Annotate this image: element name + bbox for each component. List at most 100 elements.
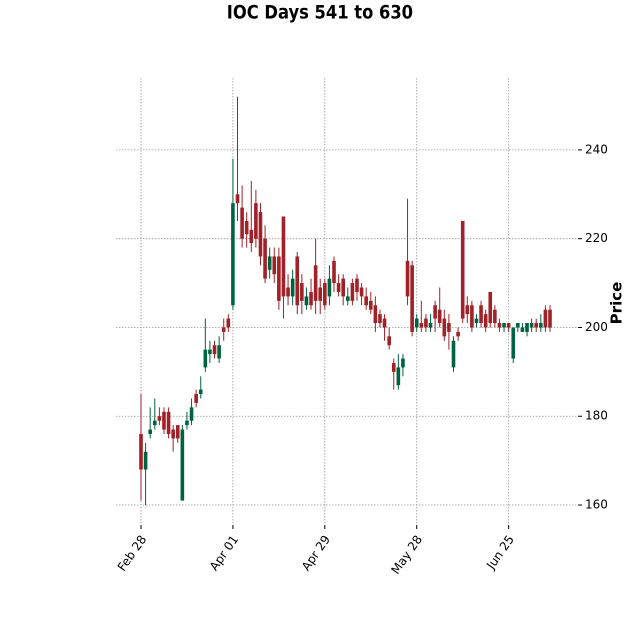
y-tick-label: 200 <box>585 320 608 334</box>
y-tick-label: 180 <box>585 409 608 423</box>
y-tick-label: 240 <box>585 142 608 156</box>
candle-body <box>272 256 277 275</box>
candle-body <box>295 256 300 306</box>
candle-body <box>332 260 336 284</box>
candle-body <box>254 203 258 239</box>
candle-body <box>217 345 221 359</box>
candle-body <box>212 345 217 355</box>
candle-body <box>456 331 460 337</box>
candle-body <box>152 420 157 426</box>
candle-body <box>511 327 516 359</box>
x-tick-label: Apr 29 <box>299 533 333 574</box>
candle-body <box>162 411 166 430</box>
candle-body <box>529 323 534 328</box>
x-tick-label: May 28 <box>388 533 425 577</box>
x-tick-label: Jun 25 <box>483 533 517 573</box>
candle-body <box>483 314 488 328</box>
candle-body <box>382 318 387 328</box>
candle-body <box>175 425 180 439</box>
candle-body <box>286 287 290 297</box>
candle-body <box>194 394 198 403</box>
candle-body <box>470 305 474 328</box>
candle-body <box>240 207 244 239</box>
y-axis-label: Price <box>608 282 626 325</box>
candle-body <box>391 362 396 372</box>
candle-body <box>263 238 267 279</box>
candle-body <box>318 287 323 301</box>
candle-body <box>378 314 382 324</box>
candle-body <box>143 451 148 470</box>
candle-body <box>520 327 525 332</box>
candle-body <box>235 194 240 204</box>
candle-body <box>290 278 295 297</box>
candle-body <box>345 296 350 301</box>
candle-body <box>336 283 341 292</box>
candle-body <box>465 305 470 315</box>
candle-body <box>539 323 543 328</box>
candle-body <box>488 291 493 324</box>
candle-body <box>368 300 373 310</box>
candle-body <box>281 216 286 297</box>
candle-body <box>277 256 281 301</box>
candle-body <box>313 265 318 301</box>
candle-body <box>203 349 208 368</box>
candle-body <box>414 318 419 328</box>
candle-body <box>401 358 405 368</box>
x-tick-label: Apr 01 <box>207 533 241 574</box>
candle-body <box>451 340 456 368</box>
candle-body <box>309 291 313 306</box>
candle-body <box>355 278 359 292</box>
candle-body <box>171 429 175 439</box>
candle-body <box>185 420 189 426</box>
candle-body <box>424 318 428 328</box>
candle-body <box>208 349 212 355</box>
candle-body <box>506 323 511 328</box>
candle-body <box>534 323 539 328</box>
candle-body <box>396 367 401 386</box>
candle-body <box>166 411 171 435</box>
candle-body <box>419 323 424 328</box>
x-tick-label: Feb 28 <box>115 533 150 574</box>
candle-body <box>405 260 410 297</box>
candle-body <box>442 318 447 337</box>
candle-body <box>350 283 355 301</box>
candle-body <box>479 305 483 324</box>
candle-body <box>244 220 249 235</box>
candle-body <box>460 220 465 319</box>
candle-body <box>433 305 437 319</box>
y-tick-label: 160 <box>585 498 608 512</box>
candle-body <box>327 278 332 297</box>
candle-body <box>198 389 203 395</box>
candle-body <box>543 309 548 328</box>
candle-body <box>437 309 442 324</box>
candle-body <box>428 323 433 328</box>
candle-body <box>516 323 520 328</box>
candle-body <box>258 212 263 257</box>
candle-body <box>226 318 231 328</box>
chart-title: IOC Days 541 to 630 <box>227 2 413 23</box>
candle-body <box>497 323 502 328</box>
candle-body <box>364 296 368 306</box>
y-tick-label: 220 <box>585 231 608 245</box>
candle-body <box>373 305 378 324</box>
candle-body <box>474 318 479 324</box>
candle-body <box>341 278 346 297</box>
candle-body <box>323 283 327 306</box>
candle-body <box>300 283 304 301</box>
candle-body <box>304 296 309 306</box>
candle-body <box>249 229 254 244</box>
candle-body <box>447 323 451 332</box>
candle-body <box>359 287 364 297</box>
candle-body <box>148 429 152 435</box>
candle-body <box>180 429 185 501</box>
candle-body <box>548 309 552 328</box>
candle-body <box>267 256 272 270</box>
candle-body <box>387 336 391 346</box>
candle-body <box>157 416 162 421</box>
candle-body <box>189 407 194 421</box>
candle-body <box>525 323 529 332</box>
candle-body <box>139 434 143 470</box>
candle-body <box>410 265 414 332</box>
candle-body <box>493 309 497 324</box>
